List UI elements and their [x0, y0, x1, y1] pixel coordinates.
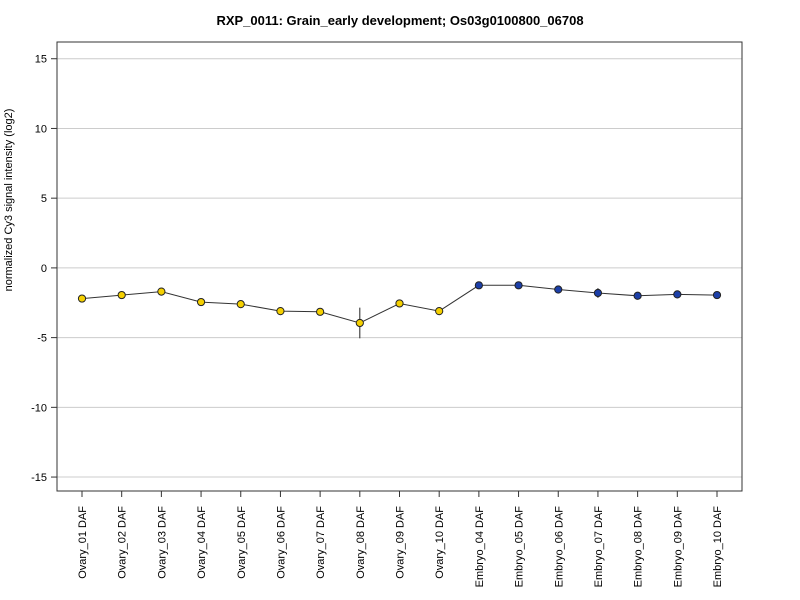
y-tick-label: -10 — [31, 402, 47, 414]
x-tick-label: Ovary_02 DAF — [117, 506, 129, 579]
data-point — [593, 288, 603, 298]
y-tick-label: 15 — [35, 54, 47, 66]
x-tick-label: Ovary_01 DAF — [77, 506, 89, 579]
data-point — [395, 299, 404, 308]
plot-frame — [56, 41, 743, 492]
x-tick-label: Embryo_07 DAF — [593, 506, 605, 588]
y-tick-label: 5 — [41, 193, 47, 205]
data-point — [355, 318, 364, 328]
data-point — [514, 281, 523, 290]
y-tick-label: -15 — [31, 472, 47, 484]
x-tick-label: Ovary_10 DAF — [434, 506, 446, 579]
x-tick-label: Ovary_03 DAF — [156, 506, 168, 579]
data-point — [276, 307, 285, 316]
x-tick-label: Ovary_06 DAF — [275, 506, 287, 579]
data-point — [77, 294, 87, 303]
x-tick-label: Embryo_05 DAF — [514, 506, 526, 588]
x-axis-ticks: Ovary_01 DAF Ovary_02 DAF Ovary_03 DAF Ovar… — [77, 491, 724, 587]
y-tick-label: 0 — [41, 263, 47, 275]
data-point — [673, 290, 682, 299]
x-tick-label: Ovary_08 DAF — [355, 506, 367, 579]
data-points — [77, 281, 722, 328]
x-tick-label: Embryo_06 DAF — [553, 506, 565, 588]
x-tick-label: Embryo_10 DAF — [712, 506, 724, 588]
chart-title: RXP_0011: Grain_early development; Os03g… — [216, 13, 584, 28]
x-tick-label: Ovary_07 DAF — [315, 506, 327, 579]
error-bars — [81, 284, 718, 339]
data-point — [316, 307, 325, 316]
x-tick-label: Ovary_09 DAF — [395, 506, 407, 579]
data-point — [236, 300, 245, 309]
data-point — [633, 291, 642, 300]
x-tick-label: Embryo_08 DAF — [633, 506, 645, 588]
x-tick-label: Ovary_04 DAF — [196, 506, 208, 579]
data-point — [435, 307, 444, 316]
data-point — [712, 290, 722, 300]
y-tick-label: -5 — [37, 333, 47, 345]
x-tick-label: Embryo_04 DAF — [474, 506, 486, 588]
x-tick-label: Embryo_09 DAF — [672, 506, 684, 588]
data-point — [554, 285, 563, 294]
data-point — [157, 287, 166, 296]
y-axis-ticks: -15 -10 -5 0 5 10 15 — [31, 54, 57, 484]
y-tick-label: 10 — [35, 123, 47, 135]
grid-lines — [57, 58, 742, 478]
data-point — [196, 297, 206, 307]
data-point — [117, 290, 126, 300]
data-point — [474, 281, 483, 290]
x-tick-label: Ovary_05 DAF — [236, 506, 248, 579]
